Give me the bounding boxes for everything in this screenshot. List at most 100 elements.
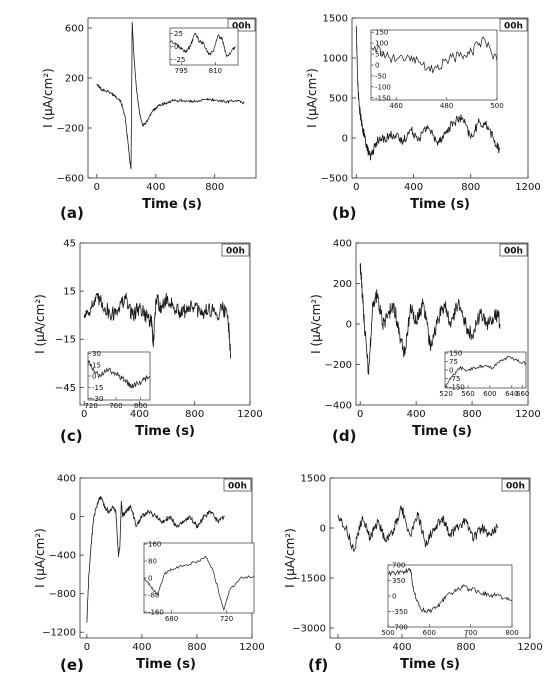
inset-x-tick-label: 800 (134, 402, 147, 410)
inset-y-tick-label: -700 (392, 624, 408, 632)
panel-label: (b) (332, 204, 356, 222)
inset-x-tick-label: 520 (439, 390, 452, 398)
time-tag: 00h (226, 247, 245, 257)
inset-x-tick-label: 700 (464, 629, 477, 637)
x-tick-label: 0 (335, 642, 341, 653)
inset-y-tick-label: 0 (392, 593, 396, 601)
y-tick-label: 200 (333, 279, 352, 290)
inset-line (387, 567, 513, 614)
time-tag: 00h (504, 22, 523, 32)
plot-frame (87, 17, 257, 179)
x-axis-label: Time (s) (410, 197, 470, 212)
y-tick-label: 15 (63, 287, 76, 298)
inset-y-tick-label: 75 (449, 358, 458, 366)
inset-y-tick-label: -100 (375, 83, 391, 91)
inset-y-tick-label: 700 (392, 562, 405, 570)
current-line (355, 25, 500, 161)
inset-y-tick-label: 50 (375, 51, 384, 59)
time-tag: 00h (504, 247, 523, 257)
inset-y-tick-label: -75 (449, 375, 460, 383)
inset-y-tick-label: -160 (148, 608, 164, 616)
y-tick-label: −600 (57, 174, 84, 185)
y-tick-label: 400 (57, 474, 76, 485)
y-tick-label: 0 (320, 524, 326, 535)
x-tick-label: 800 (461, 182, 480, 193)
inset-y-tick-label: 160 (148, 541, 161, 549)
inset-x-tick-label: 680 (165, 615, 178, 623)
x-tick-label: 800 (187, 642, 206, 653)
current-line (86, 496, 225, 623)
time-tag-box (499, 243, 528, 257)
current-line (337, 504, 499, 553)
inset-x-tick-label: 500 (381, 629, 394, 637)
inset-y-tick-label: -150 (449, 383, 465, 391)
inset-y-tick-label: 350 (392, 577, 405, 585)
inset-y-tick-label: 0 (148, 575, 152, 583)
x-tick-label: 0 (94, 182, 100, 193)
inset-y-tick-label: 30 (92, 350, 101, 358)
x-tick-label: 0 (353, 182, 359, 193)
inset-line (169, 32, 236, 58)
y-tick-label: 500 (329, 94, 348, 105)
inset-line (143, 555, 255, 611)
y-tick-label: −400 (49, 551, 76, 562)
x-tick-label: 1200 (515, 409, 540, 420)
x-tick-label: 0 (84, 642, 90, 653)
inset-x-tick-label: 500 (490, 102, 503, 110)
inset-x-tick-label: 720 (84, 402, 97, 410)
x-tick-label: 800 (456, 642, 475, 653)
y-tick-label: 200 (65, 74, 84, 85)
x-axis-label: Time (s) (136, 657, 196, 672)
y-tick-label: 600 (65, 24, 84, 35)
chart-panel: 0 400 800 600 200 −200 −600 00h Time (s) I (μA/cm… (41, 17, 257, 222)
time-tag-box (221, 243, 250, 257)
inset-x-tick-label: 810 (209, 67, 222, 75)
y-tick-label: 1000 (323, 54, 348, 65)
inset-x-tick-label: 640 (505, 390, 518, 398)
inset-y-tick-label: 25 (174, 30, 183, 38)
x-tick-label: 800 (463, 409, 482, 420)
y-tick-label: 45 (63, 239, 76, 250)
inset-y-tick-label: 0 (375, 62, 379, 70)
current-line (83, 292, 232, 359)
x-tick-label: 400 (407, 409, 426, 420)
inset-y-tick-label: -30 (92, 395, 103, 403)
y-axis-label: I (μA/cm²) (33, 294, 47, 354)
y-tick-label: −400 (325, 401, 352, 412)
y-axis-label: I (μA/cm²) (309, 294, 323, 354)
current-line (96, 21, 245, 170)
inset-line (444, 355, 527, 388)
current-line (359, 263, 501, 375)
time-tag: 00h (232, 22, 251, 32)
panel-label: (c) (60, 427, 83, 445)
y-axis-label: I (μA/cm²) (33, 528, 47, 588)
y-tick-label: −1200 (42, 628, 76, 639)
inset-frame (387, 564, 513, 628)
inset-chart: 680 720 160 80 0 -80 -160 (143, 541, 255, 623)
panel-label: (e) (60, 656, 84, 674)
inset-y-tick-label: -80 (148, 591, 159, 599)
inset-y-tick-label: 15 (92, 361, 101, 369)
x-axis-label: Time (s) (400, 657, 460, 672)
y-axis-label: I (μA/cm²) (283, 528, 297, 588)
x-tick-label: 800 (205, 182, 224, 193)
inset-line (370, 36, 498, 74)
inset-x-tick-label: 760 (109, 402, 122, 410)
plot-frame (329, 477, 531, 639)
panel-label: (f) (308, 656, 328, 674)
inset-y-tick-label: -25 (174, 56, 185, 64)
inset-y-tick-label: 0 (174, 43, 178, 51)
y-tick-label: 0 (342, 134, 348, 145)
y-tick-label: −200 (57, 124, 84, 135)
y-tick-label: −800 (49, 589, 76, 600)
inset-x-tick-label: 795 (175, 67, 188, 75)
inset-y-tick-label: 80 (148, 558, 157, 566)
y-tick-label: −200 (325, 360, 352, 371)
y-axis-label: I (μA/cm²) (305, 68, 319, 128)
inset-y-tick-label: 150 (375, 29, 388, 37)
inset-y-tick-label: -50 (375, 72, 386, 80)
time-tag: 00h (228, 482, 247, 492)
